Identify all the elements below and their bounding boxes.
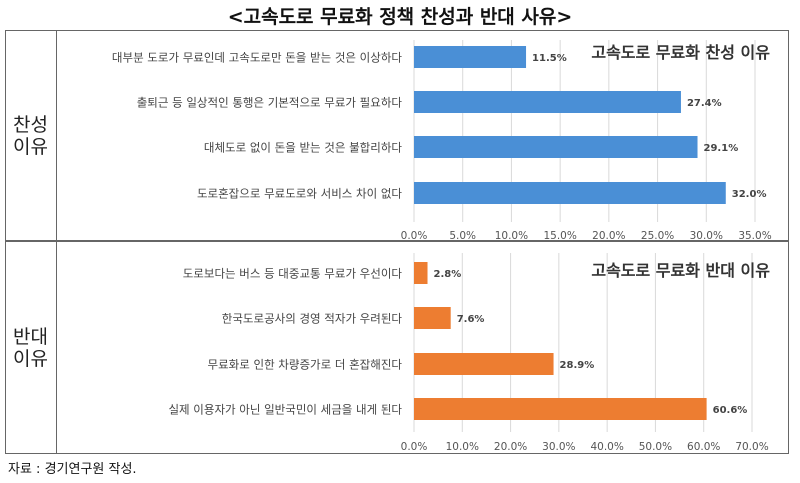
con-data-label: 28.9% (560, 360, 595, 371)
pro-category-label: 도로혼잡으로 무료도로와 서비스 차이 없다 (197, 187, 402, 201)
pro-data-label: 27.4% (687, 98, 722, 109)
pro-tick-label: 20.0% (592, 230, 625, 242)
con-tick-label: 20.0% (494, 441, 527, 453)
pro-tick-label: 5.0% (449, 230, 476, 242)
pro-tick-label: 30.0% (690, 230, 723, 242)
con-bar (414, 307, 451, 329)
pro-bar (414, 182, 726, 204)
con-data-label: 60.6% (713, 405, 748, 416)
con-category-label: 한국도로공사의 경영 적자가 우려된다 (222, 312, 403, 326)
con-chart-title: 고속도로 무료화 반대 이유 (591, 261, 770, 280)
con-data-label: 7.6% (457, 314, 485, 325)
con-bar (414, 398, 707, 420)
con-tick-label: 50.0% (639, 441, 672, 453)
pro-tick-label: 10.0% (495, 230, 528, 242)
row-divider (5, 240, 789, 242)
con-bar (414, 262, 428, 284)
column-divider (56, 30, 57, 454)
pro-bar (414, 46, 527, 68)
con-side-label: 반대 이유 (5, 326, 56, 370)
table-frame (5, 30, 789, 454)
con-tick-label: 30.0% (542, 441, 575, 453)
pro-side-label-line1: 찬성 (13, 114, 48, 136)
pro-chart-title: 고속도로 무료화 찬성 이유 (591, 43, 770, 62)
con-tick-label: 60.0% (687, 441, 720, 453)
pro-side-label-line2: 이유 (13, 136, 48, 158)
con-tick-label: 70.0% (735, 441, 768, 453)
con-side-label-line1: 반대 (13, 326, 48, 348)
pro-data-label: 32.0% (732, 189, 767, 200)
con-tick-label: 0.0% (401, 441, 428, 453)
con-tick-label: 10.0% (446, 441, 479, 453)
pro-tick-label: 0.0% (401, 230, 428, 242)
pro-category-label: 대체도로 없이 돈을 받는 것은 불합리하다 (204, 141, 403, 155)
footnote: 자료 : 경기연구원 작성. (8, 462, 137, 477)
pro-category-label: 출퇴근 등 일상적인 통행은 기본적으로 무료가 필요하다 (137, 96, 403, 110)
page-title: <고속도로 무료화 정책 찬성과 반대 사유> (227, 6, 573, 28)
pro-category-label: 대부분 도로가 무료인데 고속도로만 돈을 받는 것은 이상하다 (112, 51, 403, 65)
con-data-label: 2.8% (434, 269, 462, 280)
pro-data-label: 11.5% (532, 53, 567, 64)
pro-data-label: 29.1% (704, 143, 739, 154)
con-tick-label: 40.0% (590, 441, 623, 453)
pro-tick-label: 15.0% (543, 230, 576, 242)
pro-tick-label: 25.0% (641, 230, 674, 242)
con-side-label-line2: 이유 (13, 348, 48, 370)
con-bar (414, 353, 554, 375)
pro-side-label: 찬성 이유 (5, 114, 56, 158)
pro-bar (414, 136, 698, 158)
con-category-label: 실제 이용자가 아닌 일반국민이 세금을 내게 된다 (168, 403, 402, 417)
con-category-label: 무료화로 인한 차량증가로 더 혼잡해진다 (208, 358, 403, 372)
pro-bar (414, 91, 681, 113)
con-category-label: 도로보다는 버스 등 대중교통 무료가 우선이다 (183, 267, 403, 281)
pro-tick-label: 35.0% (738, 230, 771, 242)
